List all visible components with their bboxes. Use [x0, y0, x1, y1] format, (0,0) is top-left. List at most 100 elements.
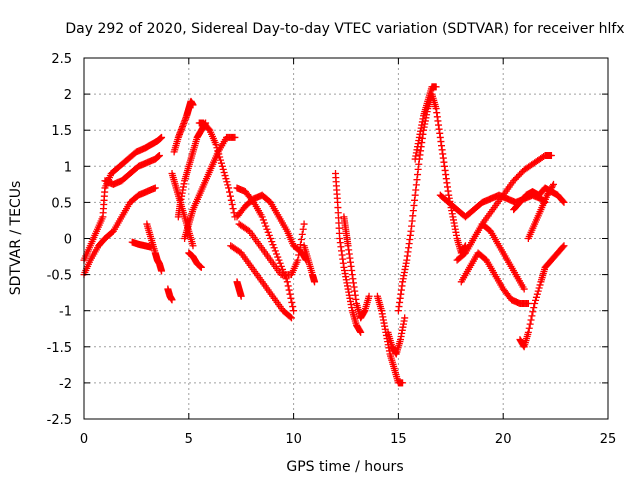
- data-point: [286, 290, 294, 298]
- data-point: [516, 171, 524, 179]
- data-point: [535, 284, 543, 292]
- data-point: [212, 141, 220, 149]
- data-point: [216, 153, 224, 161]
- data-point: [365, 292, 373, 300]
- y-tick-label: 1.5: [51, 124, 72, 139]
- data-point: [299, 225, 307, 233]
- series-track-20: [340, 213, 373, 322]
- x-tick-label: 15: [390, 432, 407, 447]
- series-track-19: [332, 170, 365, 336]
- data-point: [267, 235, 275, 242]
- x-tick-label: 25: [600, 432, 617, 447]
- data-point: [527, 316, 535, 324]
- data-point: [524, 328, 532, 336]
- data-point: [524, 299, 532, 307]
- data-point: [217, 156, 225, 164]
- data-point: [289, 303, 297, 311]
- data-point: [511, 175, 519, 183]
- data-point: [559, 243, 567, 251]
- data-point: [263, 225, 271, 233]
- data-point: [528, 312, 536, 320]
- x-axis-title: GPS time / hours: [286, 459, 403, 475]
- data-point: [532, 293, 540, 301]
- data-point: [536, 281, 544, 289]
- data-point: [225, 184, 233, 192]
- series-track-29: [478, 151, 555, 228]
- data-point: [228, 200, 236, 208]
- data-point: [197, 263, 205, 271]
- data-point: [432, 83, 440, 91]
- y-axis-title: SDTVAR / TECUs: [8, 181, 24, 296]
- data-point: [298, 230, 306, 238]
- data-point: [222, 175, 230, 183]
- data-point: [226, 192, 234, 200]
- data-point: [401, 314, 409, 322]
- series-track-9: [168, 170, 197, 250]
- data-point: [283, 278, 291, 286]
- data-point: [526, 320, 534, 328]
- data-point: [290, 307, 298, 315]
- data-point: [560, 198, 568, 206]
- data-point: [525, 324, 533, 332]
- data-point: [294, 256, 302, 264]
- x-tick-label: 20: [495, 432, 512, 447]
- data-point: [189, 242, 197, 250]
- data-point: [269, 241, 277, 249]
- series-track-2: [101, 151, 163, 188]
- data-point: [300, 220, 308, 228]
- data-point: [550, 180, 558, 188]
- y-tick-label: -1: [59, 305, 72, 320]
- data-point: [274, 253, 282, 261]
- data-point: [275, 256, 283, 264]
- series-track-24: [411, 83, 440, 163]
- data-point: [168, 296, 176, 304]
- data-point: [270, 244, 278, 252]
- data-point: [258, 213, 266, 221]
- x-tick-label: 5: [185, 432, 193, 447]
- data-point: [262, 222, 270, 230]
- data-point: [271, 247, 279, 255]
- series-track-28: [457, 249, 532, 307]
- data-point: [285, 286, 293, 294]
- data-point: [219, 165, 227, 173]
- data-point: [151, 184, 159, 192]
- data-point: [237, 292, 245, 300]
- chart-title: Day 292 of 2020, Sidereal Day-to-day VTE…: [65, 21, 624, 37]
- data-point: [284, 282, 292, 290]
- series-track-32: [524, 180, 558, 242]
- data-point: [268, 238, 276, 246]
- data-point: [218, 162, 226, 170]
- data-point: [549, 182, 557, 190]
- data-point: [297, 236, 305, 244]
- data-point: [286, 313, 294, 321]
- series-track-5: [143, 220, 166, 275]
- series-track-13: [233, 278, 245, 300]
- y-tick-label: -1.5: [47, 341, 72, 356]
- data-point: [513, 174, 521, 182]
- data-point: [249, 197, 257, 205]
- data-point: [532, 296, 540, 304]
- data-points: [80, 83, 568, 387]
- series-track-23: [394, 90, 436, 315]
- data-point: [517, 169, 525, 177]
- axis-ticks: [83, 57, 609, 420]
- data-point: [277, 262, 285, 270]
- series-track-17: [227, 242, 296, 322]
- series-track-27: [453, 220, 528, 293]
- data-point: [296, 241, 304, 249]
- data-point: [259, 216, 267, 224]
- x-tick-label: 10: [285, 432, 302, 447]
- tick-labels: 0 5 10 15 20 25 -2.5 -2 -1.5 -1 -0.5 0 0.5 1 1.5 2 2.5: [47, 52, 617, 447]
- series-track-18: [300, 242, 319, 286]
- data-point: [229, 205, 237, 213]
- data-point: [155, 151, 163, 159]
- data-point: [311, 278, 319, 286]
- y-tick-label: 0: [64, 233, 72, 248]
- data-point: [224, 181, 232, 189]
- data-point: [215, 150, 223, 158]
- data-point: [560, 242, 568, 250]
- x-tick-label: 0: [80, 432, 88, 447]
- y-tick-label: 1: [64, 160, 72, 175]
